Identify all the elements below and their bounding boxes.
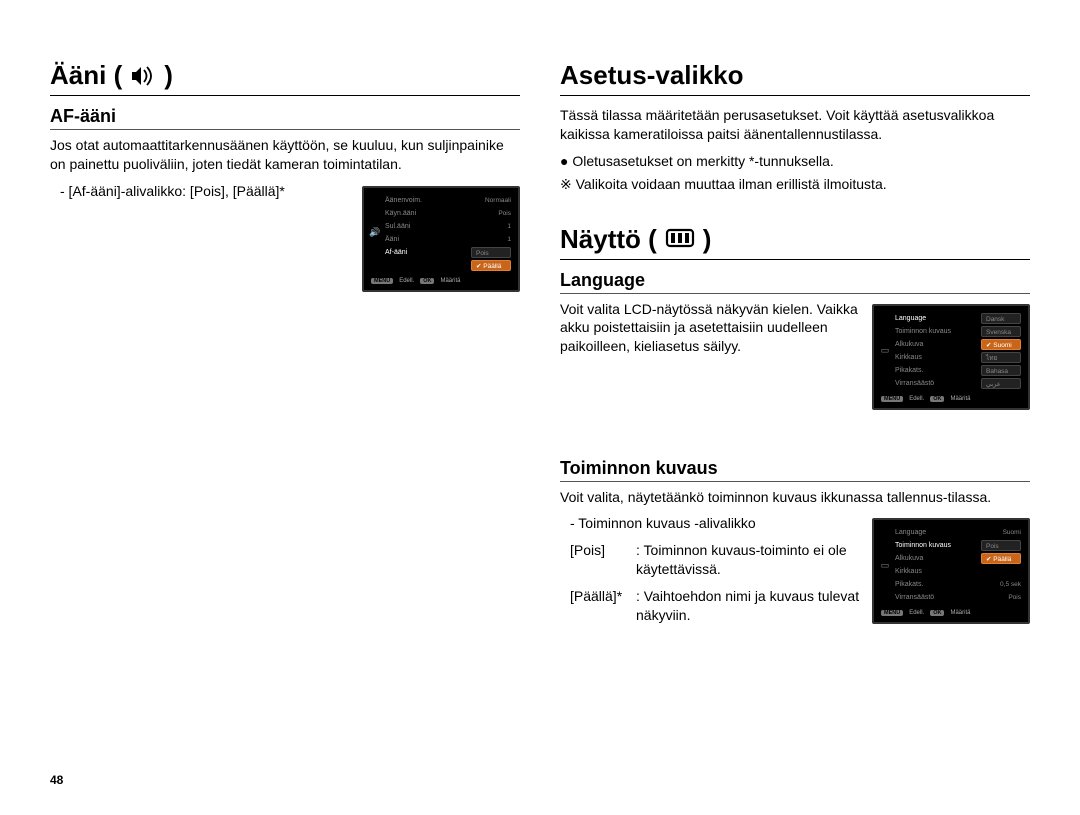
menu-row: LanguageSuomi bbox=[892, 526, 1024, 539]
display-small-icon-2: ▭ bbox=[881, 560, 890, 571]
language-menu-rows: LanguageDanskToiminnon kuvausSvenskaAlku… bbox=[892, 312, 1024, 390]
speaker-small-icon: 🔊 bbox=[369, 227, 380, 238]
menu-row: Virransäästöعربي bbox=[892, 377, 1024, 390]
function-paalla-row: [Päällä]* : Vaihtoehdon nimi ja kuvaus t… bbox=[560, 587, 862, 625]
display-heading: Näyttö ( ) bbox=[560, 224, 1030, 260]
page-number: 48 bbox=[50, 773, 63, 787]
function-desc-heading: Toiminnon kuvaus bbox=[560, 458, 1030, 482]
menu-row: LanguageDansk bbox=[892, 312, 1024, 325]
settings-bullet: ● Oletusasetukset on merkitty *-tunnukse… bbox=[560, 152, 1030, 171]
af-menu-rows: Äänenvoim.NormaaliKäyn.ääniPoisSul.ääni1… bbox=[382, 194, 514, 272]
function-pois-row: [Pois] : Toiminnon kuvaus-toiminto ei ol… bbox=[560, 541, 862, 579]
display-title-text: Näyttö ( bbox=[560, 224, 657, 255]
af-sound-para: Jos otat automaattitarkennusäänen käyttö… bbox=[50, 136, 520, 174]
display-title-suffix: ) bbox=[703, 224, 712, 255]
right-column: Asetus-valikko Tässä tilassa määritetään… bbox=[560, 60, 1030, 633]
settings-heading: Asetus-valikko bbox=[560, 60, 1030, 96]
menu-row: Äänenvoim.Normaali bbox=[382, 194, 514, 207]
sound-title-suffix: ) bbox=[164, 60, 173, 91]
menu-row: Toiminnon kuvausSvenska bbox=[892, 325, 1024, 338]
menu-row: Kirkkaus bbox=[892, 565, 1024, 578]
language-menu-screenshot: ▭ LanguageDanskToiminnon kuvausSvenskaAl… bbox=[872, 304, 1030, 410]
menu-row: Pikakats.Bahasa bbox=[892, 364, 1024, 377]
left-column: Ääni ( ) AF-ääni Jos otat automaattitark… bbox=[50, 60, 520, 633]
sound-heading: Ääni ( ) bbox=[50, 60, 520, 96]
menu-row: Alkukuva✔ Päällä bbox=[892, 552, 1024, 565]
language-heading: Language bbox=[560, 270, 1030, 294]
function-menu-screenshot: ▭ LanguageSuomiToiminnon kuvausPoisAlkuk… bbox=[872, 518, 1030, 624]
display-small-icon: ▭ bbox=[881, 345, 890, 356]
menu-row: Sul.ääni1 bbox=[382, 220, 514, 233]
af-sound-heading: AF-ääni bbox=[50, 106, 520, 130]
menu-row: Alkukuva✔ Suomi bbox=[892, 338, 1024, 351]
af-menu-footer: MENU Edell. OK Määritä bbox=[368, 276, 514, 286]
menu-row: Pikakats.0,5 sek bbox=[892, 578, 1024, 591]
display-icon bbox=[665, 228, 695, 250]
menu-row: Toiminnon kuvausPois bbox=[892, 539, 1024, 552]
sound-title-text: Ääni ( bbox=[50, 60, 122, 91]
af-menu-screenshot: 🔊 Äänenvoim.NormaaliKäyn.ääniPoisSul.ään… bbox=[362, 186, 520, 292]
menu-row: Af-ääniPois bbox=[382, 246, 514, 259]
function-menu-footer: MENU Edell. OK Määritä bbox=[878, 608, 1024, 618]
speaker-icon bbox=[130, 65, 156, 87]
menu-row: Kirkkausไทย bbox=[892, 351, 1024, 364]
menu-row: Ääni1 bbox=[382, 233, 514, 246]
settings-para: Tässä tilassa määritetään perusasetukset… bbox=[560, 106, 1030, 144]
language-menu-footer: MENU Edell. OK Määritä bbox=[878, 394, 1024, 404]
function-menu-rows: LanguageSuomiToiminnon kuvausPoisAlkukuv… bbox=[892, 526, 1024, 604]
settings-note: ※ Valikoita voidaan muuttaa ilman erilli… bbox=[560, 175, 1030, 194]
menu-row: VirransäästöPois bbox=[892, 591, 1024, 604]
menu-row: Käyn.ääniPois bbox=[382, 207, 514, 220]
function-desc-para: Voit valita, näytetäänkö toiminnon kuvau… bbox=[560, 488, 1030, 507]
